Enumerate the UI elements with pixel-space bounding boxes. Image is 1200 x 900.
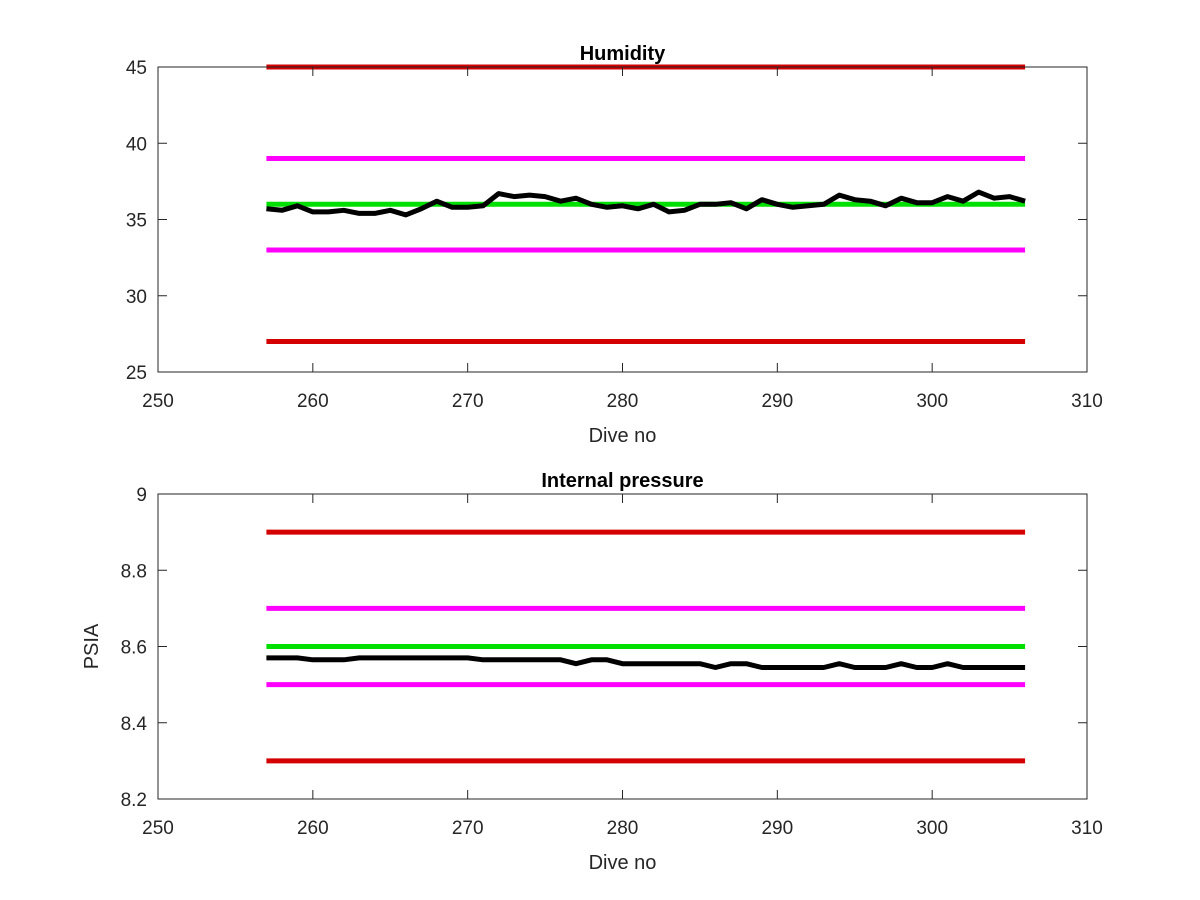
x-tick-label: 260 bbox=[297, 818, 329, 839]
x-tick-label: 300 bbox=[916, 818, 948, 839]
internal-pressure-axes: 250 260 270 280 290 300 310 8.2 8.4 8.6 8.8 9 Intern… bbox=[81, 470, 1103, 874]
series-line-5 bbox=[266, 189, 1026, 218]
x-tick-label: 280 bbox=[607, 391, 639, 412]
y-tick-label: 35 bbox=[126, 211, 147, 232]
chart-title: Humidity bbox=[580, 43, 666, 65]
x-tick-label: 280 bbox=[607, 818, 639, 839]
x-tick-label: 290 bbox=[761, 391, 793, 412]
y-tick-label: 40 bbox=[126, 134, 147, 155]
y-tick-label: 8.2 bbox=[121, 790, 147, 811]
y-tick-label: 30 bbox=[126, 287, 147, 308]
y-tick-label: 8.6 bbox=[121, 638, 147, 659]
x-tick-label: 310 bbox=[1071, 818, 1103, 839]
y-tick-label: 8.4 bbox=[121, 714, 148, 735]
x-tick-label: 270 bbox=[452, 391, 484, 412]
x-tick-label: 250 bbox=[142, 391, 174, 412]
y-axis-label: PSIA bbox=[81, 623, 103, 669]
x-tick-label: 270 bbox=[452, 818, 484, 839]
y-tick-label: 45 bbox=[126, 58, 147, 79]
series-line-5 bbox=[266, 655, 1026, 670]
x-tick-label: 260 bbox=[297, 391, 329, 412]
x-axis-label: Dive no bbox=[589, 852, 657, 874]
y-tick-label: 8.8 bbox=[121, 561, 147, 582]
x-tick-label: 310 bbox=[1071, 391, 1103, 412]
x-axis-label: Dive no bbox=[589, 425, 657, 447]
humidity-axes: 250 260 270 280 290 300 310 25 30 35 40 45 Humidity D… bbox=[126, 43, 1103, 447]
chart-title: Internal pressure bbox=[541, 470, 703, 492]
y-tick-label: 9 bbox=[136, 485, 147, 506]
x-tick-label: 250 bbox=[142, 818, 174, 839]
y-tick-label: 25 bbox=[126, 363, 147, 384]
x-tick-label: 290 bbox=[761, 818, 793, 839]
x-tick-label: 300 bbox=[916, 391, 948, 412]
